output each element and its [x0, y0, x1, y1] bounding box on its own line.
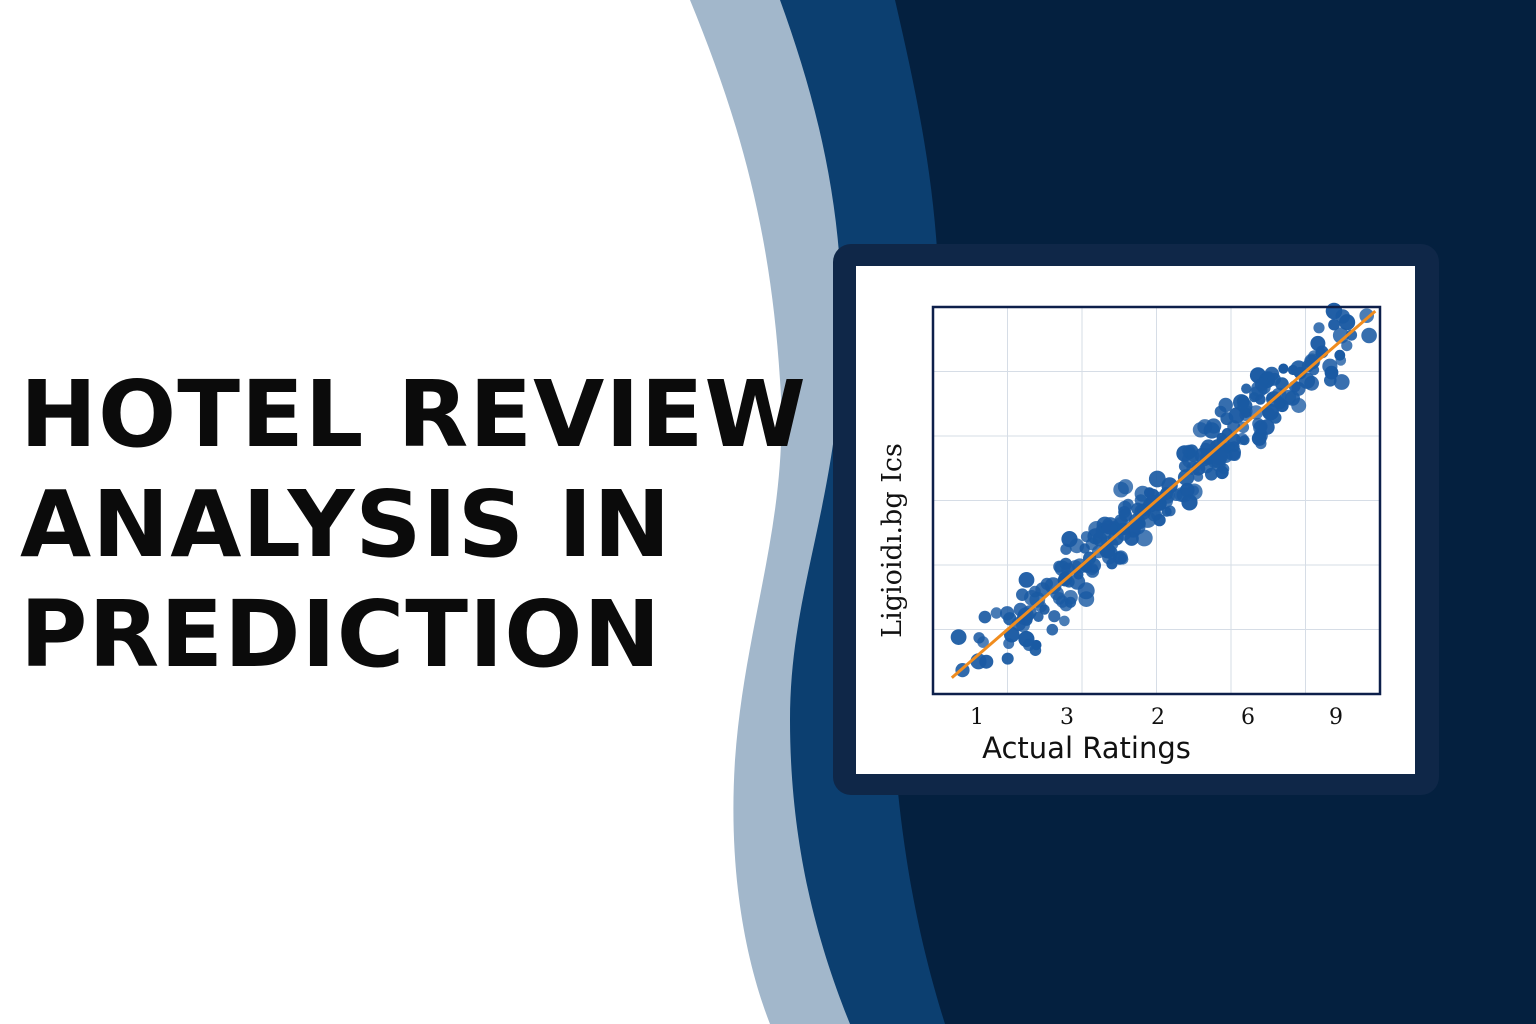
scatter-point: [1059, 598, 1073, 612]
scatter-point: [979, 654, 994, 669]
scatter-point: [1228, 449, 1241, 461]
scatter-point: [1335, 309, 1350, 324]
scatter-point: [1333, 374, 1350, 390]
scatter-point: [1053, 560, 1066, 573]
scatter-point: [1359, 308, 1374, 323]
scatter-point: [1254, 377, 1269, 392]
x-tick-label: 3: [1060, 705, 1074, 730]
scatter-point: [1178, 460, 1191, 473]
scatter-point: [1151, 509, 1163, 521]
scatter-point: [950, 629, 967, 645]
scatter-point: [1048, 610, 1061, 623]
scatter-point: [1148, 470, 1166, 488]
wave-white-area: [0, 0, 782, 1024]
fit-line: [950, 309, 1377, 679]
scatter-point: [1114, 550, 1128, 565]
scatter-point: [1078, 591, 1095, 607]
scatter-point: [1298, 372, 1316, 389]
scatter-point: [1322, 358, 1338, 374]
scatter-point: [1018, 572, 1035, 588]
scatter-point: [1328, 318, 1340, 331]
scatter-point: [1106, 558, 1118, 570]
x-tick-label: 6: [1241, 705, 1255, 730]
scatter-point: [1203, 422, 1220, 439]
plot-border: [931, 305, 1382, 696]
scatter-point: [978, 610, 992, 624]
scatter-point: [1059, 615, 1070, 627]
scatter-point: [977, 636, 989, 648]
scatter-point: [1177, 469, 1195, 486]
y-axis-label: Ligioidı.bg Ics: [877, 443, 908, 638]
x-tick-label: 9: [1329, 705, 1343, 730]
scatter-point: [1146, 488, 1160, 502]
scatter-point: [1033, 611, 1044, 622]
title-line-2: ANALYSIS IN: [20, 471, 672, 578]
scatter-point: [1267, 372, 1281, 386]
scatter-point: [1278, 363, 1289, 374]
scatter-point: [1029, 644, 1042, 656]
scatter-point: [1164, 505, 1176, 517]
x-axis-ticks: 1 3 2 6 9: [970, 705, 1343, 730]
scatter-point: [1040, 577, 1053, 590]
scatter-point: [1313, 322, 1325, 334]
scatter-point: [1181, 494, 1198, 511]
scatter-point: [1134, 494, 1147, 507]
x-tick-label: 2: [1151, 705, 1165, 730]
scatter-point: [1254, 419, 1268, 433]
scatter-point: [1211, 448, 1228, 465]
scatter-point: [1187, 449, 1200, 462]
scatter-point: [1113, 481, 1129, 498]
scatter-point: [1003, 612, 1017, 626]
scatter-point: [1335, 355, 1347, 366]
scatter-point: [990, 607, 1003, 619]
page-title: HOTEL REVIEW ANALYSIS IN PREDICTION: [20, 360, 807, 690]
title-line-3: PREDICTION: [20, 581, 662, 688]
x-tick-label: 1: [970, 705, 984, 730]
chart-points: [950, 302, 1377, 678]
scatter-point: [1341, 340, 1353, 352]
scatter-point: [1069, 538, 1085, 554]
scatter-point: [1249, 392, 1260, 403]
scatter-point: [1263, 407, 1275, 420]
scatter-point: [1046, 623, 1059, 636]
scatter-point: [1214, 405, 1227, 418]
scatter-point: [1241, 383, 1252, 394]
title-line-1: HOTEL REVIEW: [20, 361, 807, 468]
scatter-point: [1124, 531, 1139, 546]
scatter-chart: 1 3 2 6 9 Actual Ratings Ligioidı.bg Ics: [877, 302, 1382, 765]
scatter-point: [1332, 327, 1350, 344]
scatter-point: [1233, 394, 1250, 411]
scatter-point: [1251, 431, 1267, 446]
scatter-point: [1085, 564, 1100, 578]
scatter-point: [1361, 327, 1377, 344]
scatter-point: [1016, 588, 1029, 601]
scatter-point: [1170, 489, 1183, 501]
scatter-point: [1001, 652, 1014, 665]
scatter-point: [1180, 482, 1195, 498]
scatter-point: [1239, 435, 1250, 446]
scatter-point: [1029, 591, 1046, 608]
x-axis-label: Actual Ratings: [982, 731, 1191, 765]
scatter-point: [1114, 514, 1127, 527]
